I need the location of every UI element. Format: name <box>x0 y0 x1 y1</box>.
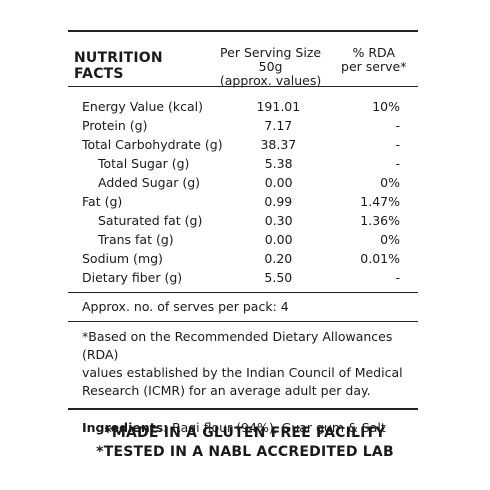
per-serving-value: 38.37 <box>260 137 297 152</box>
nutrient-name: Added Sugar (g) <box>98 175 201 190</box>
rda-value: - <box>395 118 400 133</box>
table-row: Added Sugar (g) 0.00 0% <box>68 173 418 192</box>
rda-value: 0% <box>380 175 400 190</box>
per-serving-value: 5.38 <box>264 156 293 171</box>
per-serving-value: 0.00 <box>264 175 293 190</box>
table-row: Dietary fiber (g) 5.50 - <box>68 268 418 287</box>
serves-per-pack: Approx. no. of serves per pack: 4 <box>68 293 418 322</box>
table-row: Energy Value (kcal) 191.01 10% <box>68 97 418 116</box>
table-row: Saturated fat (g) 0.30 1.36% <box>68 211 418 230</box>
rda-header: % RDA per serve* <box>330 42 418 74</box>
nutrient-name: Dietary fiber (g) <box>82 270 183 285</box>
ingredients-label: Ingredients: <box>82 420 169 435</box>
per-serving-value: 191.01 <box>256 99 301 114</box>
footnote-line: *Based on the Recommended Dietary Allowa… <box>82 329 393 362</box>
per-serving-header-line1: Per Serving Size 50g <box>220 45 322 74</box>
per-serving-value: 0.30 <box>264 213 293 228</box>
table-header: NUTRITION FACTS Per Serving Size 50g (ap… <box>68 42 418 88</box>
nabl-lab-claim: *TESTED IN A NABL ACCREDITED LAB <box>96 444 394 460</box>
per-serving-value: 7.17 <box>264 118 293 133</box>
rda-header-line2: per serve* <box>341 59 407 74</box>
nutrient-rows: Energy Value (kcal) 191.01 10% Protein (… <box>68 87 418 293</box>
rda-header-line1: % RDA <box>352 45 396 60</box>
rda-value: - <box>395 137 400 152</box>
nutrition-facts-title: NUTRITION FACTS <box>74 50 163 82</box>
per-serving-value: 5.50 <box>264 270 293 285</box>
rda-value: 10% <box>372 99 400 114</box>
nutrient-name: Saturated fat (g) <box>98 213 203 228</box>
per-serving-value: 0.20 <box>264 251 293 266</box>
product-claims: *MADE IN A GLUTEN FREE FACILITY *TESTED … <box>0 424 490 462</box>
nutrient-name: Protein (g) <box>82 118 148 133</box>
rda-value: 1.36% <box>360 213 400 228</box>
rda-value: 0.01% <box>360 251 400 266</box>
nutrient-name: Energy Value (kcal) <box>82 99 204 114</box>
per-serving-value: 0.00 <box>264 232 293 247</box>
rda-footnote: *Based on the Recommended Dietary Allowa… <box>68 322 418 408</box>
rda-value: 1.47% <box>360 194 400 209</box>
ingredients-rule <box>68 408 418 410</box>
ingredients-line: Ingredients: Ragi flour (94%), Guar gum … <box>68 410 418 440</box>
rda-value: 0% <box>380 232 400 247</box>
table-row: Fat (g) 0.99 1.47% <box>68 192 418 211</box>
ingredients-text: Ragi flour (94%), Guar gum & Salt <box>172 420 386 435</box>
nutrient-name: Trans fat (g) <box>98 232 174 247</box>
gluten-free-claim: *MADE IN A GLUTEN FREE FACILITY <box>104 425 386 441</box>
table-row: Protein (g) 7.17 - <box>68 116 418 135</box>
per-serving-header-line2: (approx. values) <box>219 73 322 88</box>
table-row: Trans fat (g) 0.00 0% <box>68 230 418 249</box>
footnote-line: Research (ICMR) for an average adult per… <box>82 383 371 398</box>
nutrient-name: Total Sugar (g) <box>98 156 190 171</box>
table-row: Total Carbohydrate (g) 38.37 - <box>68 135 418 154</box>
nutrient-name: Total Carbohydrate (g) <box>82 137 223 152</box>
per-serving-header: Per Serving Size 50g (approx. values) <box>212 42 330 88</box>
table-row: Sodium (mg) 0.20 0.01% <box>68 249 418 268</box>
rda-value: - <box>395 156 400 171</box>
rda-value: - <box>395 270 400 285</box>
per-serving-value: 0.99 <box>264 194 293 209</box>
nutrition-panel: NUTRITION FACTS Per Serving Size 50g (ap… <box>68 30 418 440</box>
footnote-line: values established by the Indian Council… <box>82 365 403 380</box>
table-row: Total Sugar (g) 5.38 - <box>68 154 418 173</box>
nutrient-name: Sodium (mg) <box>82 251 163 266</box>
nutrient-name: Fat (g) <box>82 194 123 209</box>
top-rule <box>68 30 418 32</box>
